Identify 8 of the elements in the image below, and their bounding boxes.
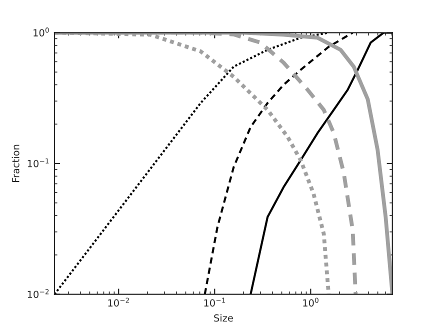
y-tick-label: 10$^{−1}$ xyxy=(28,158,49,168)
x-axis-title: Size xyxy=(214,314,233,322)
x-tick-label: 10$^{−2}$ xyxy=(108,298,129,307)
y-axis-title: Fraction xyxy=(12,144,20,182)
x-tick-label: 10$^{0}$ xyxy=(303,298,318,307)
y-tick-label: 10$^{−2}$ xyxy=(28,289,49,298)
y-tick-label: 10$^{0}$ xyxy=(34,28,49,36)
x-tick-label: 10$^{−1}$ xyxy=(204,298,226,307)
